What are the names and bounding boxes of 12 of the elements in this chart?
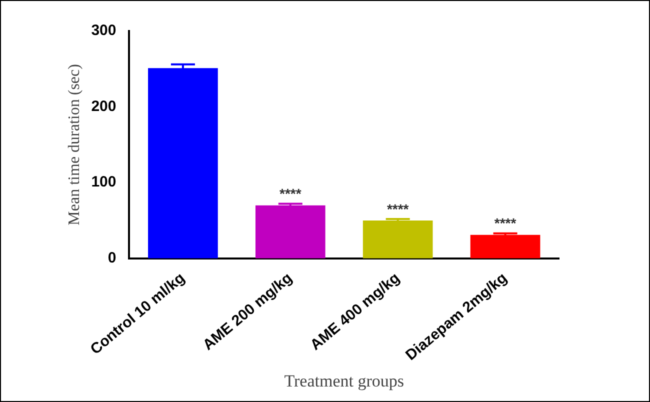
y-axis-title: Mean time duration (sec) xyxy=(66,64,83,226)
annotation: **** xyxy=(386,200,410,217)
bar xyxy=(362,220,433,258)
bar xyxy=(470,234,540,258)
y-tick-label: 300 xyxy=(91,22,116,40)
y-tick-label: 0 xyxy=(108,250,116,267)
annotation: **** xyxy=(494,215,517,232)
y-tick-label: 100 xyxy=(91,174,116,191)
y-tick-label: 200 xyxy=(91,98,116,115)
annotation: **** xyxy=(279,186,302,202)
x-axis-title: Treatment groups xyxy=(284,371,404,390)
bar xyxy=(255,205,326,258)
